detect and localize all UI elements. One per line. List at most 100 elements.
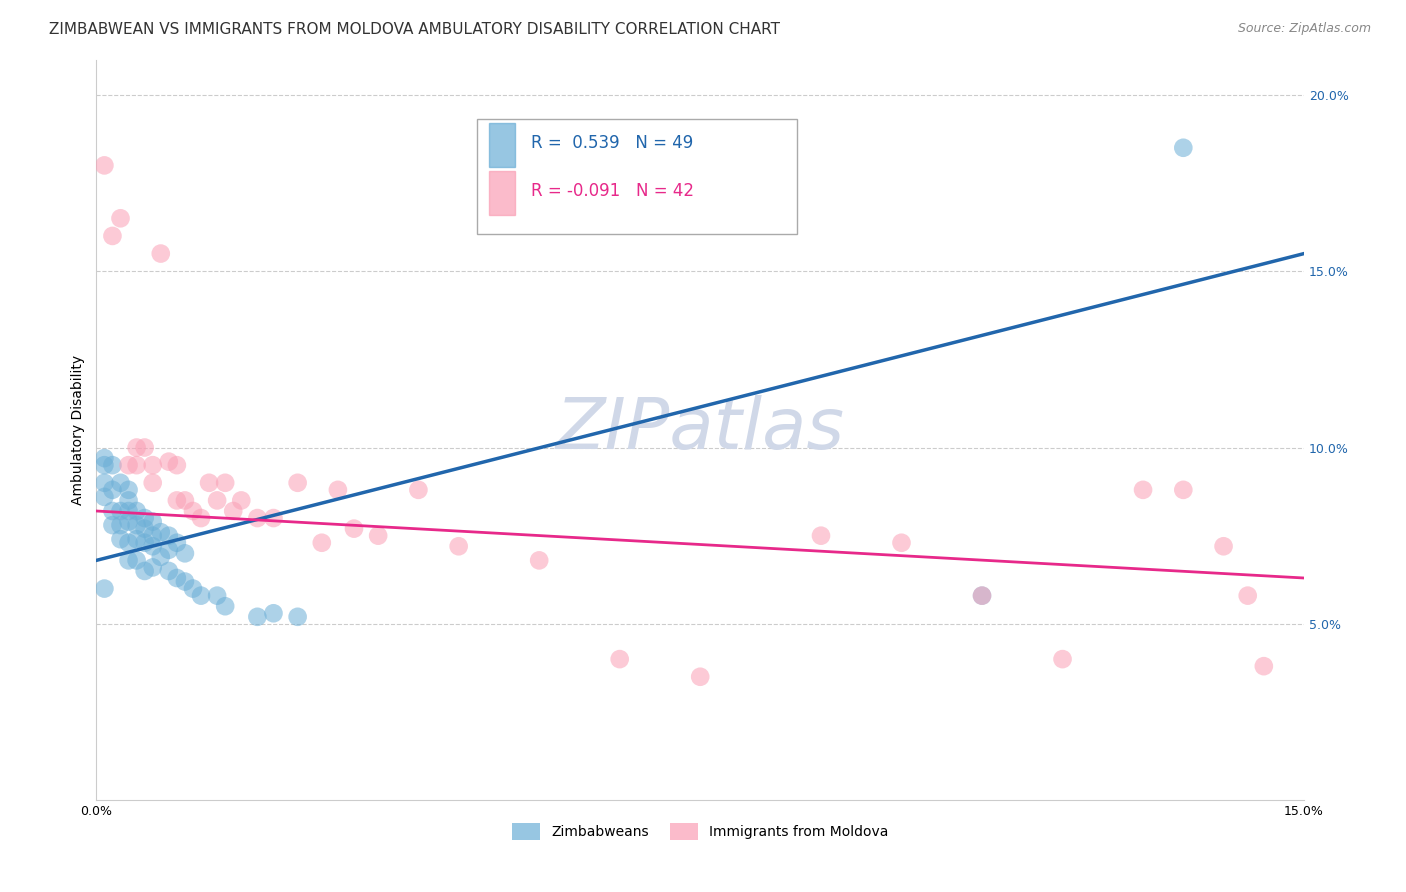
Text: Source: ZipAtlas.com: Source: ZipAtlas.com — [1237, 22, 1371, 36]
Point — [125, 533, 148, 547]
Point — [246, 609, 269, 624]
Point — [1212, 539, 1234, 553]
Point — [134, 564, 156, 578]
Point — [222, 504, 245, 518]
Text: R = -0.091   N = 42: R = -0.091 N = 42 — [531, 182, 695, 200]
Point — [326, 483, 349, 497]
Point — [181, 582, 204, 596]
Point — [134, 535, 156, 549]
Point — [190, 589, 212, 603]
Point — [166, 535, 188, 549]
Point — [110, 518, 132, 533]
Point — [263, 607, 285, 621]
Point — [110, 211, 132, 226]
Point — [117, 535, 139, 549]
Point — [125, 553, 148, 567]
Y-axis label: Ambulatory Disability: Ambulatory Disability — [72, 355, 86, 505]
Point — [134, 441, 156, 455]
Point — [125, 518, 148, 533]
Point — [1253, 659, 1275, 673]
Point — [134, 511, 156, 525]
Point — [1236, 589, 1258, 603]
Text: ZIMBABWEAN VS IMMIGRANTS FROM MOLDOVA AMBULATORY DISABILITY CORRELATION CHART: ZIMBABWEAN VS IMMIGRANTS FROM MOLDOVA AM… — [49, 22, 780, 37]
Point — [110, 475, 132, 490]
Point — [689, 670, 711, 684]
Point — [101, 458, 124, 472]
Point — [93, 158, 115, 172]
Point — [166, 458, 188, 472]
Point — [142, 458, 165, 472]
Point — [231, 493, 253, 508]
Point — [287, 475, 309, 490]
Point — [343, 522, 366, 536]
Point — [142, 539, 165, 553]
Point — [174, 546, 197, 560]
Point — [214, 475, 236, 490]
Point — [1173, 483, 1195, 497]
Point — [93, 475, 115, 490]
Point — [93, 451, 115, 466]
Point — [527, 553, 550, 567]
Point — [157, 455, 180, 469]
Point — [970, 589, 993, 603]
Point — [117, 504, 139, 518]
Point — [1132, 483, 1154, 497]
Point — [117, 493, 139, 508]
Point — [142, 475, 165, 490]
Point — [181, 504, 204, 518]
Point — [166, 571, 188, 585]
Point — [311, 535, 333, 549]
Point — [174, 493, 197, 508]
Point — [408, 483, 430, 497]
Point — [157, 529, 180, 543]
Point — [149, 549, 172, 564]
Point — [166, 493, 188, 508]
Point — [970, 589, 993, 603]
Point — [117, 553, 139, 567]
Point — [157, 542, 180, 557]
Point — [125, 441, 148, 455]
Point — [101, 504, 124, 518]
Point — [110, 533, 132, 547]
Point — [125, 504, 148, 518]
Point — [149, 246, 172, 260]
Point — [1052, 652, 1074, 666]
Point — [157, 564, 180, 578]
Point — [198, 475, 221, 490]
Point — [142, 560, 165, 574]
Point — [205, 493, 228, 508]
Text: R =  0.539   N = 49: R = 0.539 N = 49 — [531, 134, 693, 152]
Point — [205, 589, 228, 603]
Point — [101, 228, 124, 243]
Point — [101, 483, 124, 497]
Point — [125, 458, 148, 472]
Point — [609, 652, 631, 666]
Point — [1173, 141, 1195, 155]
Point — [890, 535, 912, 549]
Point — [142, 529, 165, 543]
Point — [117, 515, 139, 529]
Point — [142, 515, 165, 529]
Point — [246, 511, 269, 525]
FancyBboxPatch shape — [477, 119, 797, 234]
Point — [149, 525, 172, 540]
Point — [101, 518, 124, 533]
Point — [287, 609, 309, 624]
Text: ZIPatlas: ZIPatlas — [555, 395, 845, 465]
Legend: Zimbabweans, Immigrants from Moldova: Zimbabweans, Immigrants from Moldova — [506, 818, 894, 845]
Point — [110, 504, 132, 518]
Point — [447, 539, 470, 553]
Bar — [489, 170, 516, 215]
Point — [117, 458, 139, 472]
Point — [190, 511, 212, 525]
Point — [214, 599, 236, 614]
Point — [93, 490, 115, 504]
Point — [117, 483, 139, 497]
Point — [93, 582, 115, 596]
Point — [263, 511, 285, 525]
Bar — [489, 122, 516, 167]
Point — [93, 458, 115, 472]
Point — [810, 529, 832, 543]
Point — [367, 529, 389, 543]
Point — [134, 522, 156, 536]
